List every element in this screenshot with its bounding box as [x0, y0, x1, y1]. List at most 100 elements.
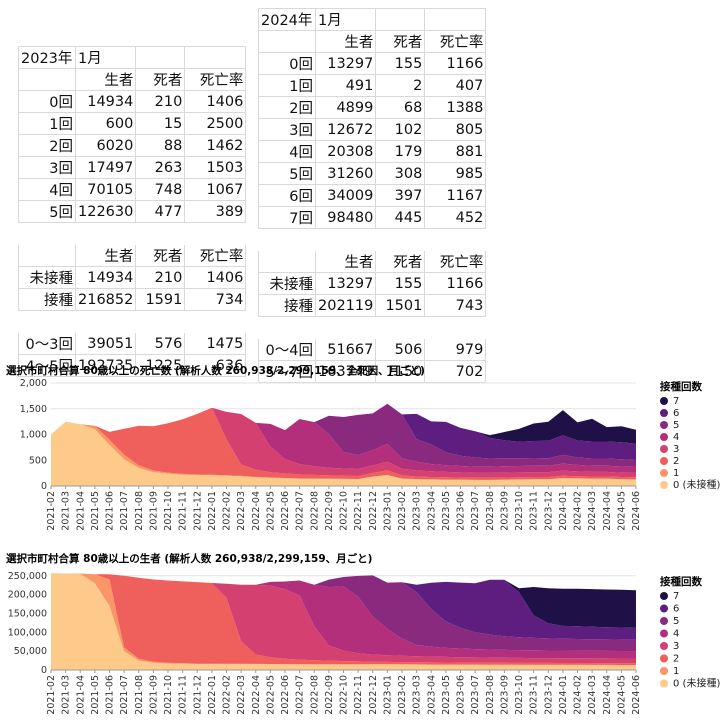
- row-label: 4～5回: [18, 354, 76, 377]
- area-series-7: [51, 573, 636, 628]
- table-cell: 13297: [314, 52, 377, 75]
- x-tick-label: 2024-04: [602, 675, 613, 715]
- row-label: 0回: [258, 52, 316, 75]
- x-tick-label: 2022-07: [295, 675, 306, 715]
- row-label: 2回: [258, 96, 316, 119]
- empty-cell: [376, 317, 425, 339]
- x-tick-label: 2021-02: [46, 491, 57, 531]
- x-tick-label: 2024-02: [573, 491, 584, 531]
- table-row: 2回 4899 68 1388: [258, 96, 487, 119]
- empty-cell: [375, 8, 426, 31]
- x-tick-label: 2024-03: [587, 491, 598, 531]
- table-cell: 1501: [375, 294, 426, 317]
- legend-swatch-3: [660, 445, 668, 453]
- row-label: 3回: [258, 118, 316, 141]
- x-tick-label: 2023-04: [426, 675, 437, 715]
- x-tick-label: 2022-07: [295, 491, 306, 531]
- x-tick-label: 2023-11: [529, 675, 540, 715]
- table-cell: 216852: [74, 288, 137, 311]
- x-tick-label: 2022-10: [339, 491, 350, 531]
- x-tick-label: 2023-01: [382, 675, 393, 715]
- area-series-2: [51, 407, 636, 480]
- area-series-4: [51, 573, 636, 659]
- x-tick-label: 2021-05: [90, 491, 101, 531]
- table-cell: 68: [375, 96, 426, 119]
- table-row: 5～7回 163749 1150 702: [258, 360, 487, 383]
- row-label: 接種: [258, 294, 316, 317]
- y-tick-label: 500: [29, 455, 47, 466]
- table-cell: 734: [184, 288, 247, 311]
- x-tick-label: 2023-02: [397, 675, 408, 715]
- column-header: [258, 30, 316, 53]
- row-label: 5～7回: [258, 360, 316, 383]
- x-tick-label: 2021-09: [148, 675, 159, 715]
- x-tick-label: 2021-03: [61, 491, 72, 531]
- table-row: 6回 34009 397 1167: [258, 184, 487, 207]
- survivors-stacked-area-chart: 選択市町村合算 80歳以上の生者 (解析人数 260,938/2,299,159…: [6, 552, 720, 715]
- column-header: 死者: [375, 250, 426, 273]
- table-row: 未接種 14934 210 1406: [18, 266, 247, 289]
- y-tick-label: 200,000: [8, 590, 47, 601]
- chart-title: 選択市町村合算 80歳以上の生者 (解析人数 260,938/2,299,159…: [6, 552, 372, 565]
- column-header: [18, 244, 76, 267]
- table-cell: 1475: [184, 332, 247, 355]
- table-month-label: 1月: [74, 46, 137, 69]
- table-cell: 445: [375, 206, 426, 229]
- x-tick-label: 2023-10: [514, 675, 525, 715]
- table-row: 未接種 13297 155 1166: [258, 272, 487, 295]
- table-cell: 1067: [184, 178, 247, 201]
- legend-title: 接種回数: [660, 575, 702, 588]
- x-tick-label: 2021-08: [134, 491, 145, 531]
- legend-swatch-3: [660, 642, 668, 650]
- x-tick-label: 2021-09: [148, 491, 159, 531]
- y-tick-label: 1,000: [20, 430, 47, 441]
- table-cell: 88: [135, 134, 186, 157]
- table-row: 4～5回 192735 1225 636: [18, 354, 247, 377]
- x-tick-label: 2023-08: [485, 491, 496, 531]
- table-cell: 210: [135, 90, 186, 113]
- row-label: 3回: [18, 156, 76, 179]
- row-label: 未接種: [18, 266, 76, 289]
- table-cell: 20308: [314, 140, 377, 163]
- x-tick-label: 2021-12: [192, 675, 203, 715]
- x-tick-label: 2021-10: [163, 675, 174, 715]
- legend-swatch-4: [660, 433, 668, 441]
- table-cell: 407: [424, 74, 487, 97]
- table-cell: 636: [184, 354, 247, 377]
- empty-cell: [19, 311, 76, 333]
- legend-swatch-2: [660, 654, 668, 663]
- legend-item-0: 0 (未接種): [673, 677, 720, 690]
- x-tick-label: 2024-02: [573, 675, 584, 715]
- x-tick-label: 2022-01: [207, 491, 218, 531]
- legend-item-5: 5: [673, 616, 679, 627]
- chart-title: 選択市町村合算 80歳以上の死亡数 (解析人数 260,938/2,299,15…: [6, 364, 425, 377]
- table-cell: 2500: [184, 112, 247, 135]
- y-tick-label: 0: [41, 665, 47, 676]
- x-tick-label: 2023-06: [456, 491, 467, 531]
- x-tick-label: 2024-03: [587, 675, 598, 715]
- x-tick-label: 2022-08: [309, 491, 320, 531]
- x-tick-label: 2023-12: [543, 491, 554, 531]
- empty-cell: [425, 229, 486, 251]
- table-cell: 506: [375, 338, 426, 361]
- legend-item-1: 1: [673, 666, 679, 677]
- y-tick-label: 250,000: [8, 571, 47, 582]
- empty-cell: [316, 229, 376, 251]
- legend-item-5: 5: [673, 420, 679, 431]
- x-tick-label: 2023-03: [412, 675, 423, 715]
- area-series-5: [51, 403, 636, 467]
- x-tick-label: 2022-09: [324, 675, 335, 715]
- table-title-row: 2023年 1月: [18, 46, 247, 69]
- table-cell: 263: [135, 156, 186, 179]
- table-row: 1回 491 2 407: [258, 74, 487, 97]
- y-tick-label: 50,000: [14, 646, 47, 657]
- table-cell: 1503: [184, 156, 247, 179]
- x-tick-label: 2021-02: [46, 675, 57, 715]
- empty-cell: [376, 229, 425, 251]
- table-cell: 1166: [424, 52, 487, 75]
- empty-cell: [184, 46, 247, 69]
- x-tick-label: 2024-05: [616, 675, 627, 715]
- area-series-2: [51, 573, 636, 665]
- table-cell: 881: [424, 140, 487, 163]
- legend-item-3: 3: [673, 641, 679, 652]
